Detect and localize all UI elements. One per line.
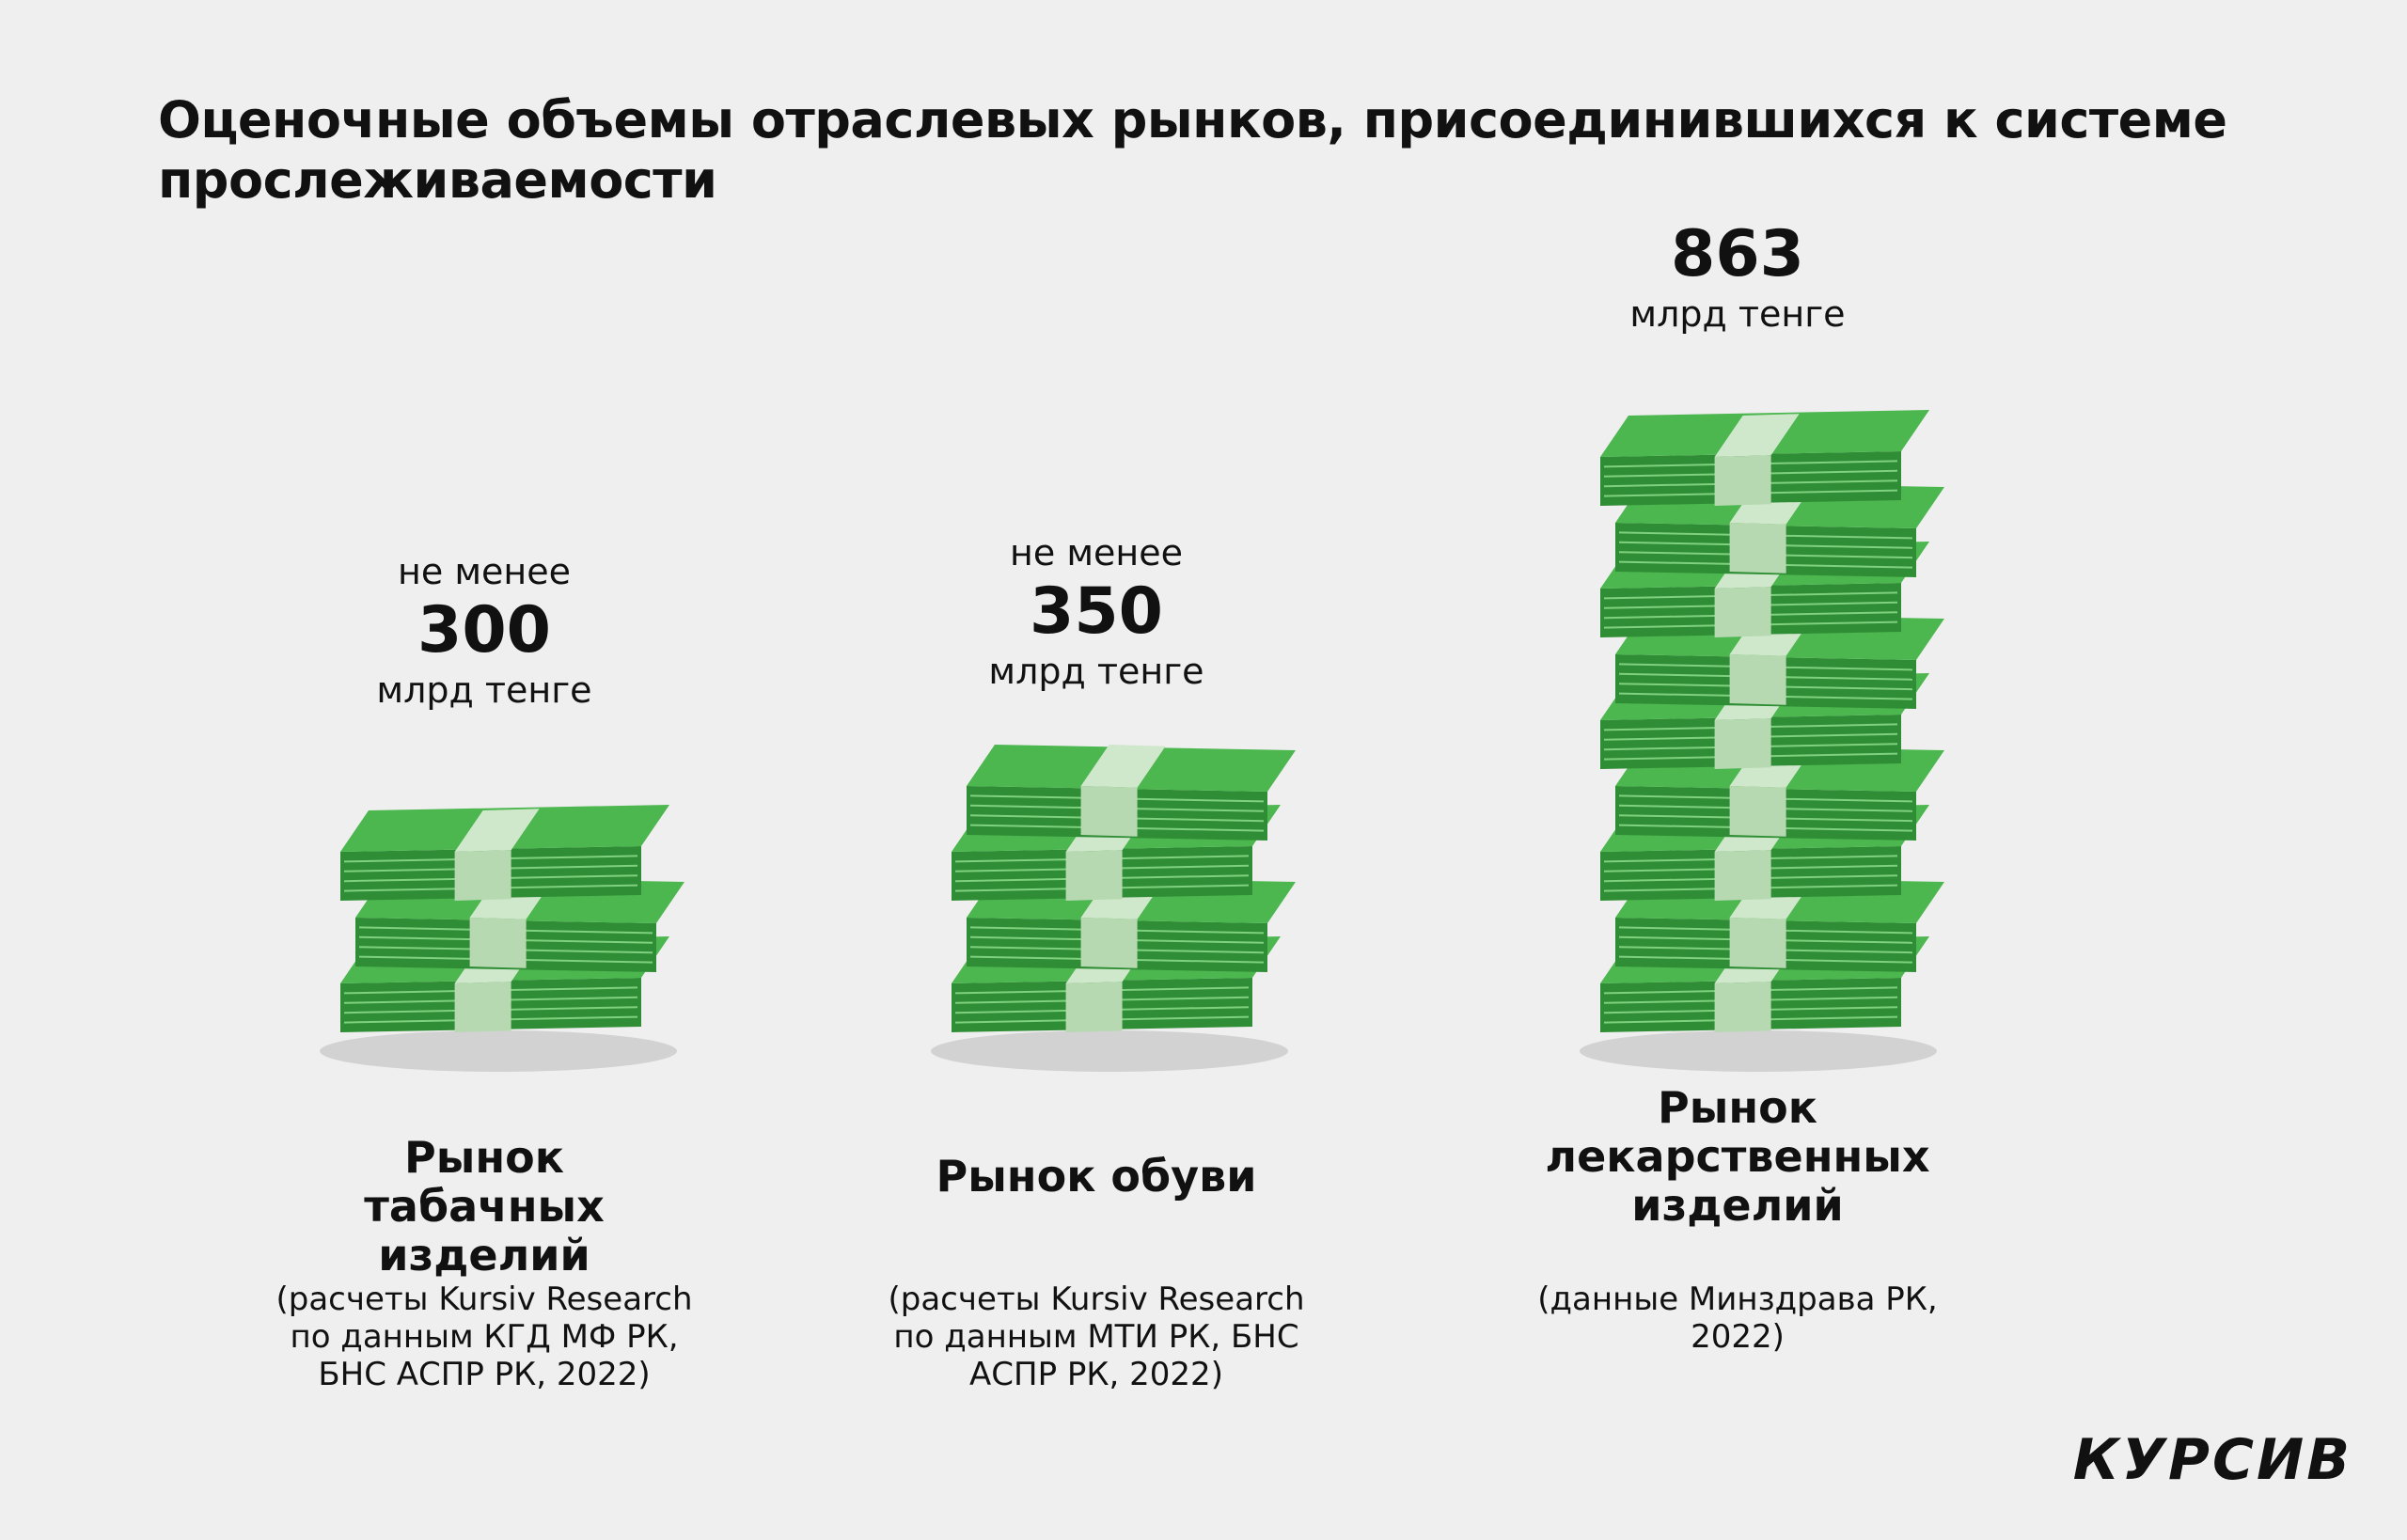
market-name-line: табачных изделий <box>364 1181 605 1281</box>
market-name-line: Рынок <box>404 1132 564 1183</box>
value-label: 300 <box>417 593 551 668</box>
market-name-pharma: Рынок лекарственных изделий <box>1512 1083 1963 1230</box>
value-label: 350 <box>1030 574 1163 649</box>
source-line: по данным МТИ РК, БНС <box>893 1318 1299 1356</box>
money-stack-pharma <box>1580 410 1944 1072</box>
source-line: АСПР РК, 2022) <box>969 1356 1223 1393</box>
value-block-footwear: не менее 350 млрд тенге <box>871 530 1322 694</box>
value-block-tobacco: не менее 300 млрд тенге <box>259 549 710 713</box>
market-source-tobacco: (расчеты Kursiv Research по данным КГД М… <box>259 1281 710 1393</box>
money-bundle <box>1600 410 1929 506</box>
source-line: (расчеты Kursiv Research <box>888 1281 1305 1318</box>
chart-title: Оценочные объемы отраслевых рынков, прис… <box>158 90 2227 210</box>
market-source-pharma: (данные Минздрава РК, 2022) <box>1512 1281 1963 1356</box>
value-label: 863 <box>1671 217 1804 291</box>
value-unit: млрд тенге <box>988 651 1204 692</box>
stack-shadow <box>1580 1030 1937 1072</box>
value-prefix: не менее <box>398 551 571 592</box>
stack-shadow <box>931 1030 1288 1072</box>
value-prefix: не менее <box>1010 532 1183 574</box>
money-stack-tobacco <box>320 805 684 1072</box>
source-line: (расчеты Kursiv Research <box>275 1281 693 1318</box>
money-stack-footwear <box>931 745 1296 1072</box>
market-name-footwear: Рынок обуви <box>871 1152 1322 1201</box>
value-unit: млрд тенге <box>1629 293 1846 335</box>
market-name-tobacco: Рынок табачных изделий <box>259 1133 710 1280</box>
money-bundle <box>967 745 1296 841</box>
stack-shadow <box>320 1030 677 1072</box>
source-line: БНС АСПР РК, 2022) <box>318 1356 651 1393</box>
source-line: (данные Минздрава РК, 2022) <box>1537 1281 1938 1356</box>
market-name-line: Рынок <box>1658 1082 1817 1133</box>
value-block-pharma: 863 млрд тенге <box>1512 218 1963 337</box>
market-source-footwear: (расчеты Kursiv Research по данным МТИ Р… <box>871 1281 1322 1393</box>
market-name-line: изделий <box>1631 1180 1844 1231</box>
value-unit: млрд тенге <box>376 669 592 711</box>
market-name-line: лекарственных <box>1545 1131 1930 1182</box>
market-name-line: Рынок обуви <box>936 1151 1257 1202</box>
source-line: по данным КГД МФ РК, <box>290 1318 679 1356</box>
money-bundle <box>340 805 669 901</box>
kursiv-logo: КУРСИВ <box>2072 1427 2352 1493</box>
